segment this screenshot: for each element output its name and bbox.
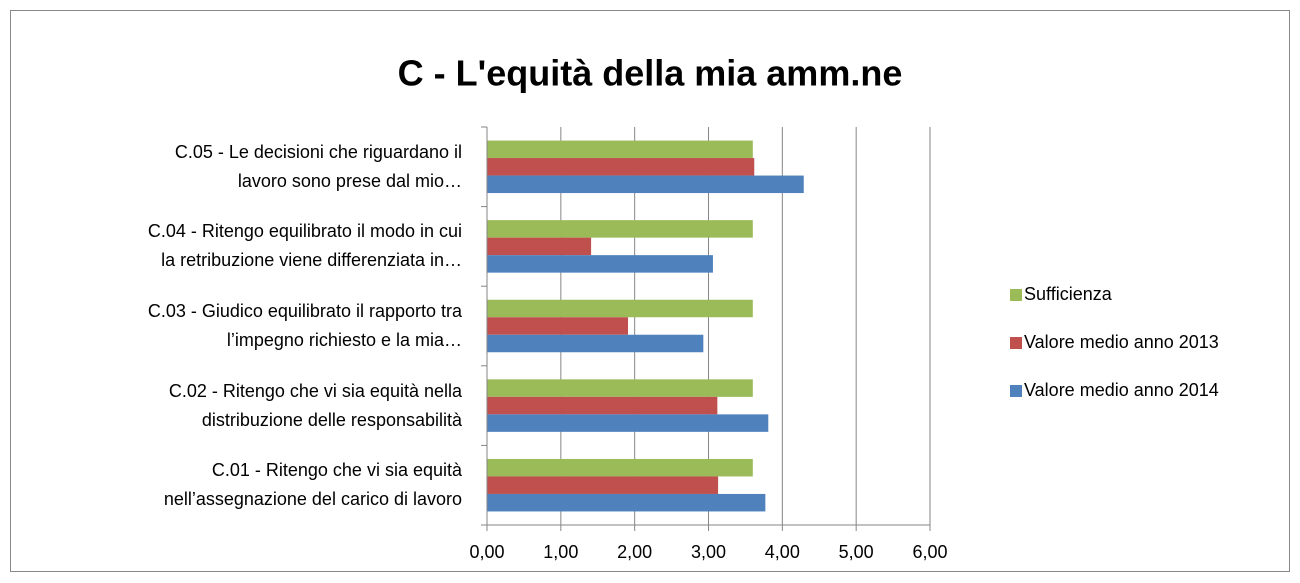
bar [487,379,753,397]
category-label: C.03 - Giudico equilibrato il rapporto t… [147,301,462,350]
bar [487,476,719,494]
category-label: C.04 - Ritengo equilibrato il modo in cu… [147,221,462,271]
bar [487,334,704,353]
legend-label: Sufficienza [1024,284,1113,304]
bar [487,237,592,256]
x-tick-label: 3,00 [691,542,726,562]
bar [487,175,804,194]
category-label: C.05 - Le decisioni che riguardano il la… [174,141,462,191]
bar [487,414,769,432]
bar [487,220,753,238]
bar [487,255,713,273]
x-tick-label: 4,00 [765,542,800,562]
bar [487,396,718,415]
legend-label: Valore medio anno 2014 [1024,380,1219,400]
bar [487,158,755,176]
bar [487,317,629,335]
category-label: C.02 - Ritengo che vi sia equità nella d… [168,380,462,430]
chart-border [10,10,1290,572]
bar [487,299,753,318]
bar [487,140,753,159]
legend-swatch [1010,337,1022,349]
legend-label: Valore medio anno 2013 [1024,332,1219,352]
x-tick-label: 5,00 [839,542,874,562]
bar [487,458,753,477]
x-tick-label: 1,00 [543,542,578,562]
x-tick-label: 2,00 [617,542,652,562]
category-label: C.01 - Ritengo che vi sia equità nell’as… [163,460,462,510]
x-tick-label: 0,00 [469,542,504,562]
legend-swatch [1010,385,1022,397]
bar [487,493,766,512]
chart-title: C - L'equità della mia amm.ne [398,53,903,94]
x-tick-label: 6,00 [912,542,947,562]
legend-swatch [1010,289,1022,301]
